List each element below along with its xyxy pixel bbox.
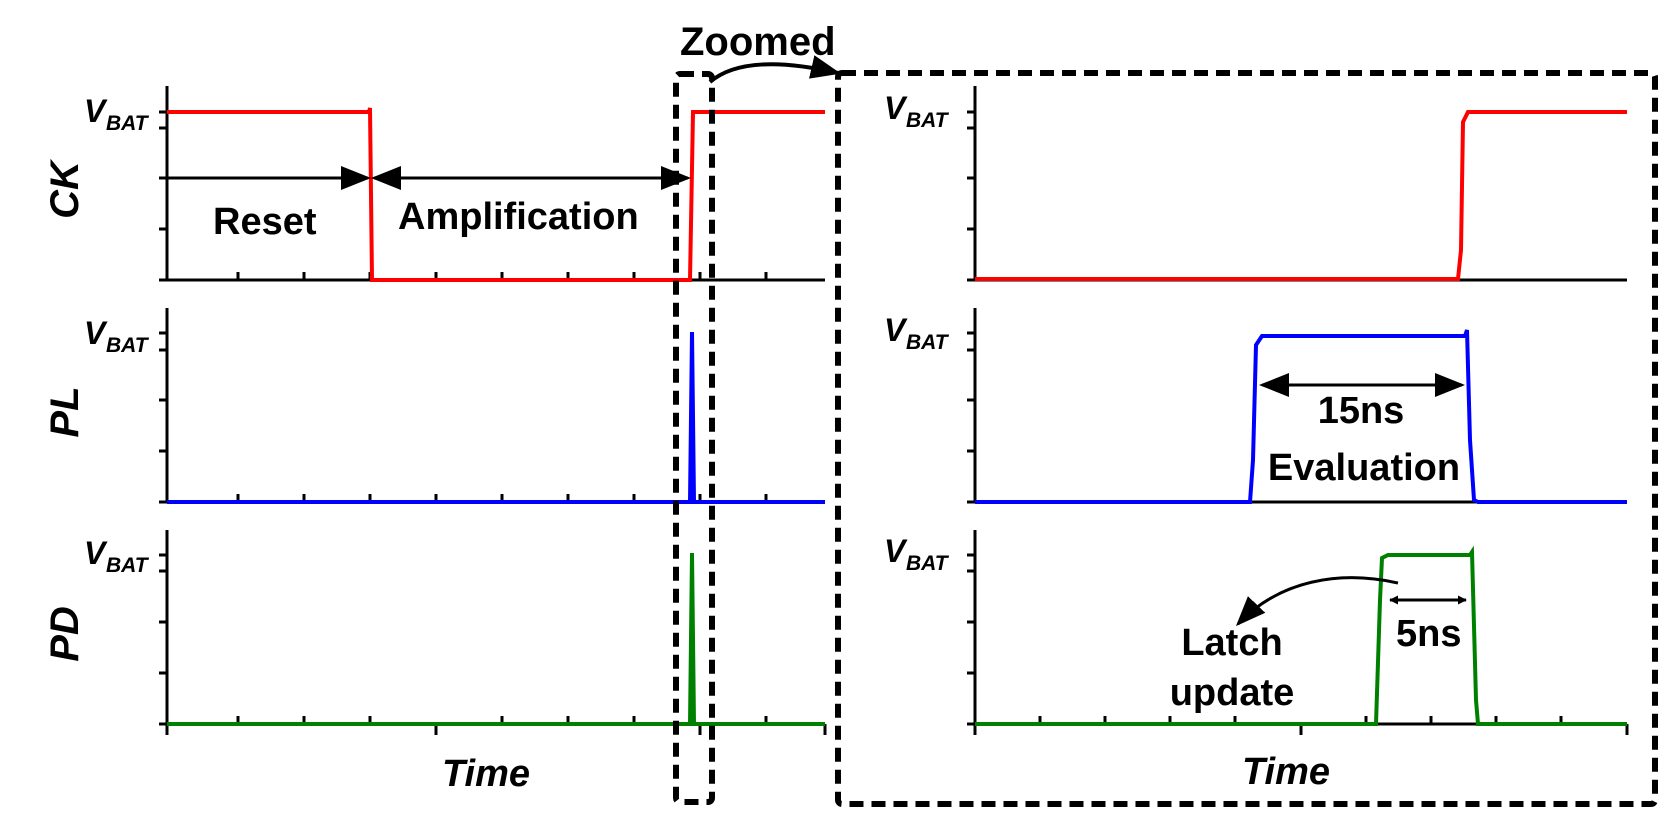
- left-ck-vbat-label: V BAT: [84, 93, 150, 135]
- right-panel-pd: V BAT 5ns Latch update Time: [884, 530, 1629, 793]
- right-x-axis-label: Time: [1242, 751, 1330, 793]
- zoom-region-box-left: [673, 71, 715, 805]
- amplification-label: Amplification: [398, 196, 639, 238]
- svg-text:V: V: [884, 312, 908, 348]
- left-ck-y-ticks: [159, 110, 167, 282]
- right-pl-y-ticks: [967, 331, 975, 504]
- svg-text:BAT: BAT: [106, 554, 150, 577]
- left-pl-waveform: [167, 331, 825, 504]
- svg-text:BAT: BAT: [906, 109, 950, 132]
- left-pd-vbat-label: V BAT: [84, 535, 150, 577]
- left-pl-y-ticks: [159, 331, 167, 504]
- left-panel-pd: PD V BAT Time: [43, 530, 827, 795]
- left-ck-waveform: [167, 107, 825, 282]
- right-ck-vbat-label: V BAT: [884, 90, 950, 132]
- zoomed-label: Zoomed: [680, 20, 836, 64]
- right-panel-pl: V BAT 15ns Evaluation: [884, 308, 1627, 504]
- latch-label: Latch: [1181, 622, 1282, 664]
- left-panel-pl: PL V BAT: [43, 308, 825, 504]
- left-pl-vbat-label: V BAT: [84, 315, 150, 357]
- right-pd-vbat-label: V BAT: [884, 533, 950, 575]
- svg-text:BAT: BAT: [906, 331, 950, 354]
- svg-text:V: V: [84, 535, 108, 571]
- zoom-arrow: [708, 55, 841, 84]
- svg-text:V: V: [884, 90, 908, 126]
- left-panel-ck: CK V BAT Reset Amplification: [43, 86, 825, 282]
- left-ck-signal-label: CK: [43, 158, 87, 219]
- right-panel-ck: V BAT: [884, 86, 1627, 282]
- right-pl-waveform: [975, 329, 1627, 504]
- right-pd-waveform: [975, 545, 1627, 726]
- left-pd-waveform: [167, 552, 825, 726]
- left-pl-signal-label: PL: [43, 386, 87, 437]
- left-pd-signal-label: PD: [43, 606, 87, 662]
- svg-text:BAT: BAT: [106, 112, 150, 135]
- update-label: update: [1170, 672, 1295, 714]
- zoom-region-box-right: [835, 70, 1658, 807]
- svg-text:V: V: [884, 533, 908, 569]
- right-ck-y-ticks: [967, 110, 975, 282]
- right-ck-waveform: [975, 110, 1627, 281]
- latch-duration-label: 5ns: [1396, 613, 1461, 655]
- svg-text:BAT: BAT: [106, 334, 150, 357]
- left-x-axis-label: Time: [442, 753, 530, 795]
- evaluation-duration-label: 15ns: [1318, 390, 1405, 432]
- svg-text:BAT: BAT: [906, 552, 950, 575]
- svg-text:V: V: [84, 315, 108, 351]
- reset-label: Reset: [213, 201, 317, 243]
- svg-text:V: V: [84, 93, 108, 129]
- right-pl-vbat-label: V BAT: [884, 312, 950, 354]
- evaluation-label: Evaluation: [1268, 447, 1460, 489]
- latch-update-arrow: [1235, 576, 1399, 627]
